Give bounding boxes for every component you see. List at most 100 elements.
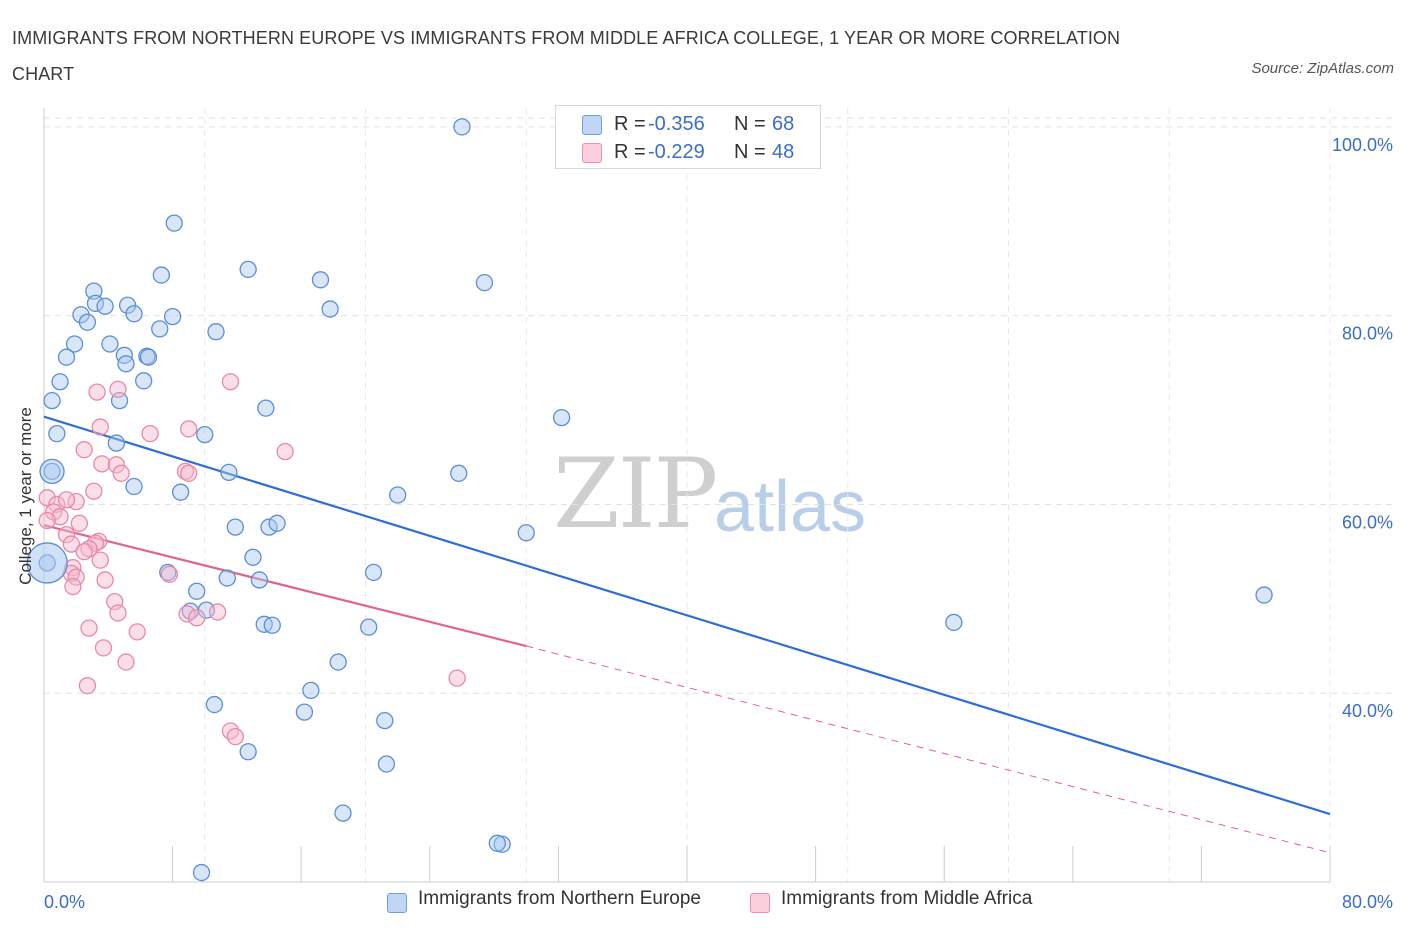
point-middle-africa <box>109 380 127 398</box>
point-middle-africa <box>38 511 56 530</box>
point-middle-africa <box>96 571 114 589</box>
point-middle-africa <box>75 441 93 459</box>
point-northern-europe <box>552 408 571 427</box>
point-northern-europe <box>207 323 225 341</box>
y-tick-label: 40.0% <box>1342 701 1393 721</box>
legend-r-label: R = <box>614 141 646 163</box>
point-northern-europe <box>96 297 114 315</box>
watermark-atlas: atlas <box>714 467 867 547</box>
point-northern-europe <box>321 300 339 318</box>
point-northern-europe <box>107 434 125 452</box>
watermark-zip: ZIP <box>553 438 718 550</box>
x-tick-label: 0.0% <box>44 892 85 912</box>
legend-r-label: R = <box>614 113 646 135</box>
point-northern-europe <box>192 863 211 882</box>
point-middle-africa <box>91 551 109 569</box>
point-middle-africa <box>109 604 127 622</box>
trend-lines <box>43 415 1331 854</box>
point-northern-europe <box>334 804 352 822</box>
point-northern-europe <box>377 755 396 773</box>
point-northern-europe <box>51 373 69 391</box>
point-middle-africa <box>80 540 98 558</box>
point-northern-europe <box>244 548 262 566</box>
point-northern-europe <box>268 514 286 532</box>
point-middle-africa <box>93 455 111 473</box>
series-label-northern-europe: Immigrants from Northern Europe <box>418 888 701 909</box>
point-middle-africa <box>112 464 130 482</box>
y-tick-label: 60.0% <box>1342 512 1393 532</box>
point-middle-africa <box>51 508 69 526</box>
point-northern-europe <box>139 348 158 366</box>
point-northern-europe <box>1255 586 1273 604</box>
point-northern-europe <box>239 260 257 279</box>
point-northern-europe <box>135 372 153 390</box>
legend-n-value: 68 <box>772 113 795 135</box>
point-middle-africa <box>448 669 466 687</box>
legend-n-label: N = <box>734 113 766 135</box>
point-northern-europe-large <box>26 542 68 584</box>
point-middle-africa <box>221 373 240 391</box>
point-northern-europe <box>360 618 378 636</box>
point-northern-europe <box>43 391 61 410</box>
point-northern-europe <box>302 681 320 700</box>
point-middle-africa <box>107 456 125 474</box>
point-middle-africa <box>178 605 196 623</box>
legend-row-northern-europe: R = -0.356 N = 68 <box>556 111 820 137</box>
series-label-middle-africa: Immigrants from Middle Africa <box>781 888 1033 909</box>
point-northern-europe <box>101 335 119 353</box>
y-tick-label: 100.0% <box>1332 135 1393 155</box>
point-northern-europe <box>151 320 169 338</box>
point-northern-europe <box>152 266 170 284</box>
trend-line-middle-africa <box>526 645 1331 854</box>
legend-r-value: -0.356 <box>648 113 705 135</box>
point-middle-africa <box>117 653 135 671</box>
legend-swatch-pink <box>582 143 602 163</box>
point-northern-europe <box>453 118 471 136</box>
point-northern-europe <box>226 518 244 536</box>
point-northern-europe <box>945 613 963 632</box>
point-northern-europe <box>205 695 224 714</box>
point-middle-africa <box>188 609 206 627</box>
point-middle-africa <box>88 383 106 401</box>
point-northern-europe <box>488 834 506 852</box>
legend-swatch-blue <box>582 115 602 135</box>
legend-r-value: -0.229 <box>648 141 705 163</box>
point-middle-africa <box>75 542 93 561</box>
point-northern-europe <box>125 477 143 496</box>
point-middle-africa <box>62 535 80 553</box>
point-northern-europe <box>171 483 190 501</box>
point-middle-africa <box>64 577 82 596</box>
axes <box>43 108 1331 883</box>
point-northern-europe <box>376 711 394 730</box>
legend-n-value: 48 <box>772 141 795 163</box>
point-northern-europe <box>263 616 281 634</box>
point-middle-africa <box>180 420 198 438</box>
point-middle-africa <box>141 424 159 443</box>
point-northern-europe-large <box>39 458 65 485</box>
point-middle-africa <box>226 727 244 746</box>
chart-title: IMMIGRANTS FROM NORTHERN EUROPE VS IMMIG… <box>12 28 1121 84</box>
point-northern-europe <box>239 743 257 761</box>
point-middle-africa <box>78 677 97 695</box>
point-middle-africa <box>80 619 98 637</box>
trend-line-middle-africa <box>43 524 527 648</box>
point-northern-europe <box>450 464 468 482</box>
point-middle-africa <box>85 482 103 500</box>
point-northern-europe <box>48 424 66 443</box>
point-middle-africa <box>38 489 56 507</box>
point-northern-europe <box>311 271 330 289</box>
point-northern-europe <box>250 571 269 589</box>
x-tick-label: 80.0% <box>1342 892 1393 912</box>
point-northern-europe <box>220 463 238 481</box>
point-middle-africa <box>94 639 113 657</box>
point-northern-europe <box>165 214 183 232</box>
point-middle-africa <box>276 442 294 461</box>
point-northern-europe <box>517 524 535 542</box>
point-northern-europe <box>388 486 407 504</box>
legend-n-label: N = <box>734 141 766 163</box>
series-swatch-middle-africa <box>750 893 770 913</box>
legend-row-middle-africa: R = -0.229 N = 48 <box>556 139 820 165</box>
point-middle-africa <box>67 568 85 586</box>
point-middle-africa <box>70 514 89 532</box>
